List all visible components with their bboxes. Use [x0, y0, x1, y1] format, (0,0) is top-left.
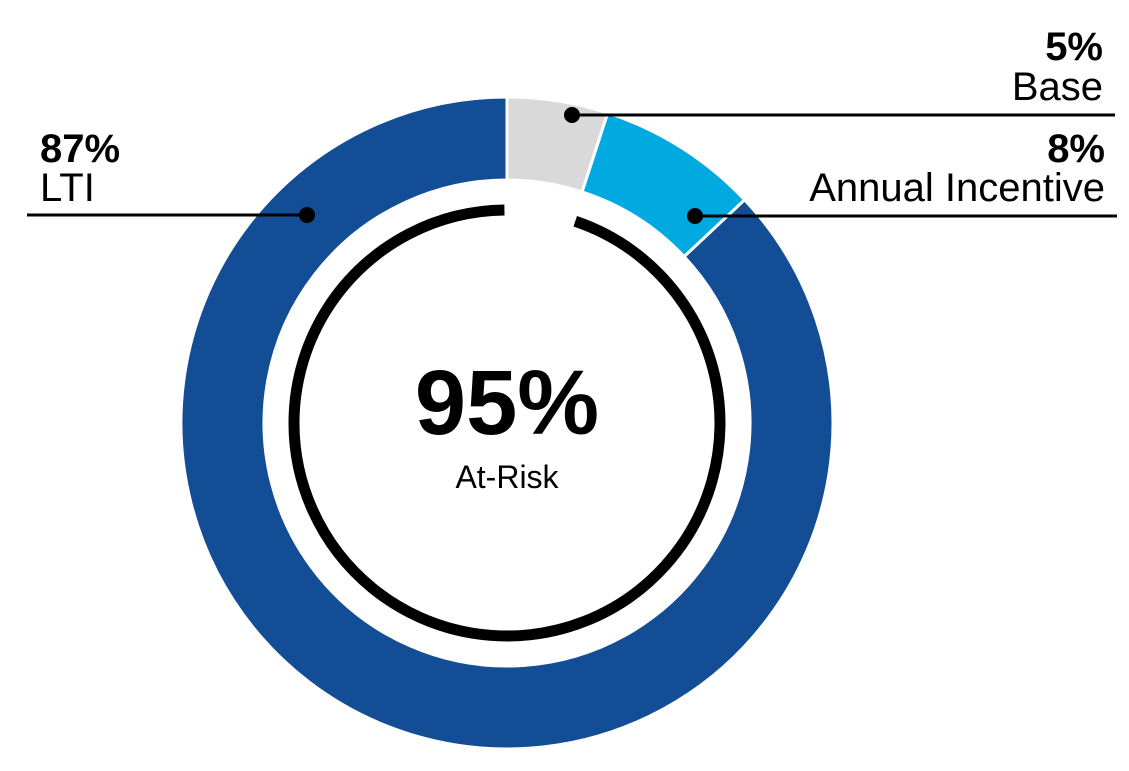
donut-slice [179, 95, 835, 751]
leader-dot [299, 207, 315, 223]
slice-percent: 8% [1047, 127, 1105, 171]
slice-percent: 87% [40, 127, 120, 171]
slice-percent: 5% [1045, 25, 1103, 69]
slice-label: LTI [40, 166, 95, 210]
leader-dot [687, 208, 703, 224]
leader-dot [564, 107, 580, 123]
center-text: At-Risk [455, 459, 559, 495]
slice-label: Base [1012, 65, 1103, 109]
slice-label: Annual Incentive [809, 166, 1105, 210]
center-value: 95% [415, 352, 599, 454]
at-risk-arc [288, 204, 726, 642]
